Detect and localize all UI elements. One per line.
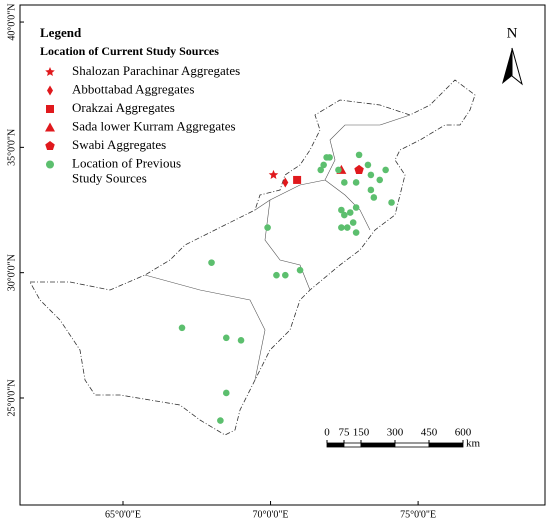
previous-source-point	[341, 179, 348, 186]
x-tick-label: 65°0'0"E	[105, 509, 141, 520]
scale-segment	[360, 442, 396, 448]
x-tick-label: 75°0'0"E	[400, 509, 436, 520]
legend-symbol	[47, 85, 53, 96]
previous-source-point	[264, 224, 271, 231]
previous-source-point	[352, 229, 360, 236]
scale-label: 600	[455, 427, 472, 439]
legend-symbol	[45, 122, 55, 132]
province-border	[144, 114, 411, 381]
north-arrow	[502, 47, 523, 86]
previous-source-point	[352, 204, 360, 211]
legend-symbol	[46, 160, 54, 169]
previous-source-point	[341, 211, 348, 219]
previous-source-point	[376, 176, 384, 184]
north-label: N	[507, 25, 518, 41]
scale-unit: km	[466, 438, 481, 450]
y-tick-label: 35°0'0"N	[6, 129, 17, 166]
current-source-marker	[268, 169, 279, 179]
previous-source-point	[237, 337, 245, 344]
y-tick-label: 40°0'0"N	[6, 3, 17, 40]
legend-label: Sada lower Kurram Aggregates	[72, 118, 236, 133]
previous-source-point	[222, 389, 230, 397]
previous-source-point	[343, 224, 351, 231]
previous-source-point	[217, 417, 224, 424]
current-source-marker	[282, 177, 289, 188]
previous-source-point	[364, 161, 372, 169]
previous-source-point	[326, 154, 333, 161]
country-outline	[29, 79, 476, 436]
scale-segment	[326, 442, 345, 448]
scale-label: 75	[339, 427, 351, 439]
scale-label: 0	[324, 427, 330, 439]
legend-symbol	[45, 141, 55, 151]
previous-source-point	[388, 199, 395, 206]
map-frame	[19, 4, 546, 506]
previous-source-point	[338, 206, 345, 214]
previous-source-point	[352, 179, 360, 186]
previous-source-point	[367, 186, 375, 194]
legend-label: Study Sources	[72, 170, 147, 185]
legend-subtitle: Location of Current Study Sources	[40, 44, 219, 58]
previous-source-point	[382, 166, 389, 174]
scale-label: 150	[353, 427, 370, 439]
legend-label: Abbottabad Aggregates	[72, 81, 194, 96]
previous-source-point	[335, 166, 342, 174]
legend-label: Location of Previous	[72, 155, 181, 170]
scale-segment	[394, 442, 430, 448]
scale-label: 450	[421, 427, 438, 439]
legend-symbol	[45, 67, 55, 77]
scale-segment	[428, 442, 464, 448]
y-tick-label: 30°0'0"N	[6, 254, 17, 291]
previous-source-point	[346, 209, 354, 216]
previous-source-point	[222, 334, 230, 342]
scale-label: 300	[387, 427, 404, 439]
previous-source-point	[178, 324, 186, 332]
previous-source-point	[370, 194, 378, 201]
previous-source-point	[355, 151, 363, 159]
previous-source-point	[338, 224, 345, 231]
previous-source-point	[208, 259, 215, 266]
scale-segment	[343, 442, 362, 448]
previous-source-point	[296, 266, 304, 274]
previous-source-point	[320, 161, 327, 169]
previous-source-point	[367, 171, 375, 179]
previous-source-point	[317, 166, 325, 174]
previous-source-point	[349, 219, 357, 226]
previous-source-point	[282, 271, 289, 279]
legend-label: Orakzai Aggregates	[72, 100, 175, 115]
x-tick-label: 70°0'0"E	[253, 509, 289, 520]
legend-symbol	[46, 105, 54, 113]
y-tick-label: 25°0'0"N	[6, 379, 17, 416]
current-source-marker	[293, 175, 302, 184]
legend-title: Legend	[40, 25, 82, 40]
previous-source-point	[273, 271, 280, 279]
legend-label: Swabi Aggregates	[72, 137, 166, 152]
legend-label: Shalozan Parachinar Aggregates	[72, 63, 240, 78]
current-source-marker	[354, 164, 364, 174]
